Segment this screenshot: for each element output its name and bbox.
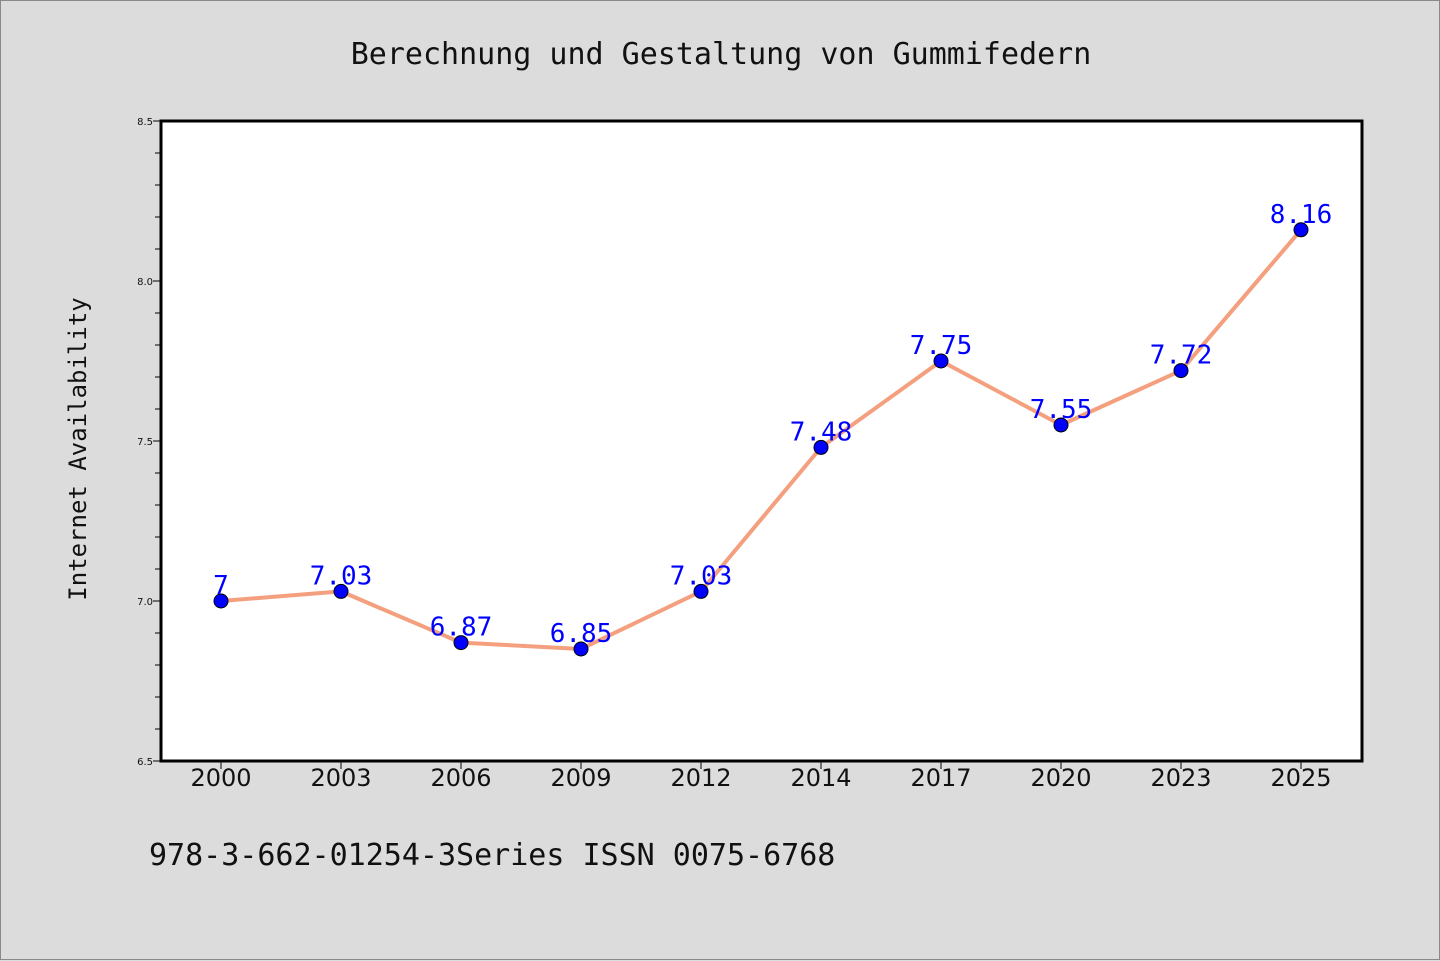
data-label: 7.03 [670, 561, 733, 591]
chart-title: Berechnung und Gestaltung von Gummifeder… [351, 37, 1092, 72]
data-label: 7.55 [1030, 395, 1093, 425]
data-label: 6.87 [430, 613, 493, 643]
x-tick-label: 2000 [190, 764, 251, 792]
x-tick-label: 2023 [1150, 764, 1211, 792]
x-tick-label: 2025 [1270, 764, 1331, 792]
y-tick-label: 6.5 [137, 757, 153, 768]
data-point [693, 583, 709, 599]
data-label: 7.75 [910, 331, 973, 361]
y-tick-label: 7.0 [137, 597, 153, 608]
data-label: 8.16 [1270, 200, 1333, 230]
data-points [213, 222, 1309, 657]
data-point [933, 353, 949, 369]
x-tick-label: 2012 [670, 764, 731, 792]
data-point [213, 593, 229, 609]
data-point [573, 641, 589, 657]
data-point [1173, 363, 1189, 379]
x-tick-label: 2017 [910, 764, 971, 792]
x-tick-label: 2009 [550, 764, 611, 792]
x-axis: 2000 2003 2006 2009 2012 2014 2017 2020 2023 2025 [190, 761, 1332, 792]
x-tick-label: 2014 [790, 764, 851, 792]
data-point [333, 583, 349, 599]
data-label: 7 [213, 571, 229, 601]
y-axis: 6.5 7.0 7.5 8.0 8.5 [137, 117, 161, 768]
data-point [1293, 222, 1309, 238]
data-labels: 7 7.03 6.87 6.85 7.03 7.48 7.75 7.55 7.72 8.16 [213, 200, 1332, 649]
data-label: 7.03 [310, 561, 373, 591]
y-tick-label: 8.0 [137, 277, 153, 288]
footer-isbn-text: 978-3-662-01254-3Series ISSN 0075-6768 [149, 838, 835, 873]
plot-area [159, 119, 1364, 763]
data-point [813, 439, 829, 455]
x-tick-label: 2006 [430, 764, 491, 792]
data-label: 6.85 [550, 619, 613, 649]
y-axis-label: Internet Availability [64, 297, 92, 600]
series-line [220, 228, 1303, 651]
data-point [1053, 417, 1069, 433]
data-label: 7.72 [1150, 341, 1213, 371]
y-tick-label: 8.5 [137, 117, 153, 128]
data-label: 7.48 [790, 417, 853, 447]
data-point [453, 635, 469, 651]
x-tick-label: 2003 [310, 764, 371, 792]
series-line-group [220, 228, 1303, 651]
y-tick-label: 7.5 [137, 437, 153, 448]
x-tick-label: 2020 [1030, 764, 1091, 792]
